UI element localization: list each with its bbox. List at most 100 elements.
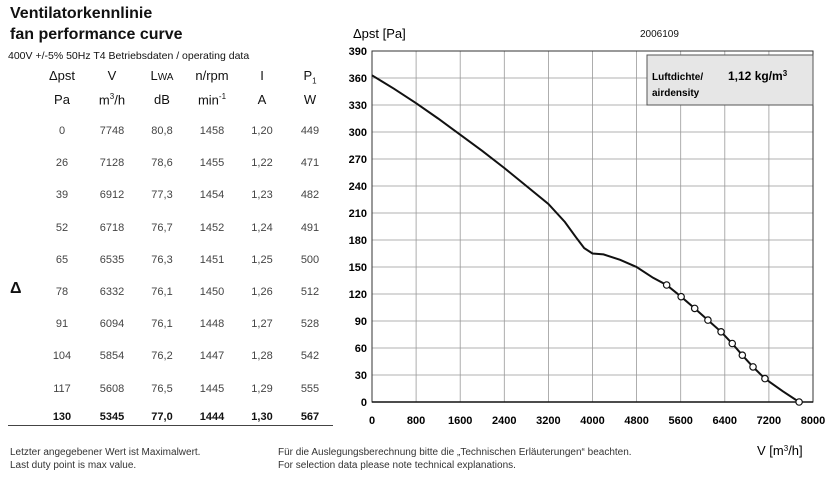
chart-tick-labels: 0 800 1600 2400 3200 4000 4800 5600 6400 7200 8000… <box>349 46 826 427</box>
table-cell: 26 <box>55 157 69 170</box>
x-tick-label: 0 <box>369 415 375 427</box>
table-cell: 1,20 <box>251 125 273 137</box>
table-cell: 1451 <box>199 253 225 266</box>
table-cell: 76,3 <box>151 253 173 266</box>
chart-axes <box>371 50 814 403</box>
table-cell: 77,3 <box>151 189 173 202</box>
y-tick-label: 330 <box>349 100 367 112</box>
table-unit-3: min-1 <box>197 92 227 108</box>
table-cell: 77,0 <box>151 410 173 423</box>
table-cell: 76,7 <box>151 221 173 234</box>
operating-point <box>728 339 737 348</box>
operating-point <box>738 351 747 360</box>
table-cell: 555 <box>300 382 320 395</box>
operating-point <box>717 327 725 336</box>
table-cell: 1450 <box>199 286 225 298</box>
document-number: 2006109 <box>640 29 679 40</box>
operating-point <box>662 281 671 289</box>
table-cell: 6912 <box>99 189 125 202</box>
table-cell: 1,22 <box>251 157 273 170</box>
table-cell: 1,24 <box>251 221 273 234</box>
table-cell: 6094 <box>99 318 125 331</box>
footer-note-en-left: Last duty point is max value. <box>10 460 137 471</box>
table-cell: 482 <box>300 189 320 202</box>
y-tick-label: 180 <box>349 235 367 247</box>
table-cell: 1,23 <box>251 189 273 202</box>
chart-title-de: Ventilatorkennlinie <box>10 5 153 22</box>
y-tick-label: 270 <box>349 154 367 166</box>
x-tick-label: 2400 <box>492 415 516 427</box>
y-tick-label: 300 <box>349 127 367 139</box>
x-tick-label: 1600 <box>448 415 472 427</box>
y-tick-label: 360 <box>349 73 367 85</box>
table-header-1: V <box>107 68 117 83</box>
table-cell: 76,2 <box>151 350 173 363</box>
x-tick-label: 800 <box>407 415 425 427</box>
table-cell: 449 <box>300 125 320 137</box>
operating-point-markers <box>662 281 803 406</box>
table-cell: 1452 <box>199 221 225 234</box>
table-cell: 1,26 <box>251 286 273 298</box>
table-cell: 5345 <box>99 410 125 423</box>
y-tick-label: 60 <box>355 343 367 355</box>
table-unit-5: W <box>303 92 317 107</box>
y-tick-label: 150 <box>349 262 367 274</box>
table-cell: 1,29 <box>251 382 273 395</box>
table-cell: 1,28 <box>251 350 273 363</box>
footer-note-en-right: For selection data please note technical… <box>278 460 516 471</box>
x-tick-label: 4800 <box>624 415 648 427</box>
x-tick-label: 7200 <box>757 415 781 427</box>
table-cell: 471 <box>300 157 320 170</box>
table-cell: 1455 <box>199 157 225 170</box>
table-cell: 7748 <box>99 125 125 137</box>
table-unit-1: m3/h <box>98 92 126 108</box>
table-header-4: I <box>260 68 264 83</box>
x-axis-label: V [m3/h] <box>757 443 803 458</box>
table-cell: 7128 <box>99 157 125 170</box>
table-cell: 1,27 <box>251 318 273 331</box>
table-header-5: P1 <box>303 68 317 86</box>
operating-point <box>749 363 757 371</box>
table-cell: 1,25 <box>251 253 273 266</box>
air-density-box: Luftdichte/ airdensity 1,12 kg/m3 <box>646 54 814 106</box>
air-density-label-de: Luftdichte/ <box>652 72 703 83</box>
table-cell: 528 <box>300 318 320 331</box>
x-tick-label: 8000 <box>801 415 825 427</box>
x-tick-label: 6400 <box>713 415 737 427</box>
y-tick-label: 120 <box>349 289 367 301</box>
table-cell: 1,30 <box>251 410 273 423</box>
footer-note-de-left: Letzter angegebener Wert ist Maximalwert… <box>10 447 201 458</box>
y-tick-label: 240 <box>349 181 367 193</box>
table-unit-0: Pa <box>54 92 70 107</box>
table-cell: 1447 <box>199 350 225 363</box>
table-cell: 5608 <box>99 382 125 395</box>
table-cell: 76,1 <box>151 318 173 331</box>
table-header-3: n/rpm <box>195 68 229 83</box>
table-cell: 0 <box>58 125 66 137</box>
table-cell: 52 <box>55 221 69 234</box>
air-density-value: 1,12 kg/m3 <box>728 69 788 84</box>
table-cell: 39 <box>55 189 69 202</box>
table-cell: 76,1 <box>151 286 173 298</box>
table-cell: 500 <box>300 253 320 266</box>
x-axis-label-text: V [m3/h] <box>757 443 803 458</box>
table-cell: 1445 <box>199 382 225 395</box>
x-tick-label: 3200 <box>536 415 560 427</box>
table-cell: 1448 <box>199 318 225 331</box>
table-bottom-rule <box>8 425 333 426</box>
table-cell: 1454 <box>199 189 225 202</box>
operating-point <box>795 398 803 406</box>
table-cell: 512 <box>300 286 320 298</box>
air-density-label-en: airdensity <box>652 88 700 99</box>
table-cell: 104 <box>52 350 72 363</box>
y-tick-label: 0 <box>361 397 367 409</box>
table-cell: 567 <box>300 410 320 423</box>
table-cell: 6718 <box>99 221 125 234</box>
delta-marker: Δ <box>10 280 22 297</box>
table-cell: 6535 <box>99 253 125 266</box>
operating-point <box>704 316 712 324</box>
y-tick-label: 30 <box>355 370 367 382</box>
fan-performance-curve-line <box>371 74 800 403</box>
operating-point <box>690 304 699 313</box>
